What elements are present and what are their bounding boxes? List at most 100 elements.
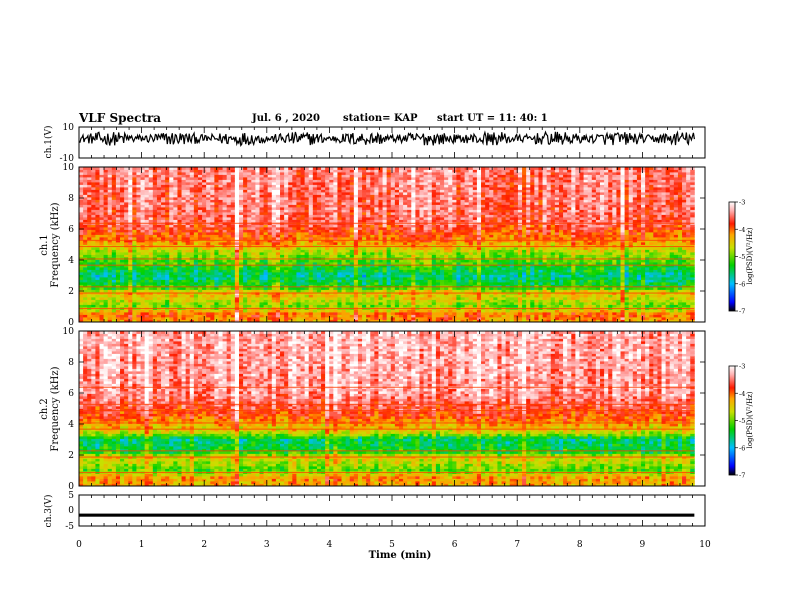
spec-cell xyxy=(251,275,256,278)
spec-cell xyxy=(145,295,150,298)
spec-cell xyxy=(268,180,273,183)
spec-cell xyxy=(132,177,137,180)
spec-cell xyxy=(79,242,84,245)
spec-cell xyxy=(104,270,109,273)
spec-cell xyxy=(165,282,170,285)
spec-cell xyxy=(83,197,88,200)
spec-cell xyxy=(177,247,182,250)
spec-cell xyxy=(235,207,240,210)
spec-cell xyxy=(309,230,314,233)
spec-cell xyxy=(128,215,133,218)
spec-cell xyxy=(120,280,125,283)
spec-cell xyxy=(399,212,404,215)
spec-cell xyxy=(329,180,334,183)
spec-cell xyxy=(260,282,265,285)
spec-cell xyxy=(346,232,351,235)
spec-cell xyxy=(350,260,355,263)
spec-cell xyxy=(112,212,117,215)
spec-cell xyxy=(223,172,228,175)
spec-cell xyxy=(321,215,326,218)
spec-cell xyxy=(292,177,297,180)
spec-cell xyxy=(395,295,400,298)
spec-cell xyxy=(141,207,146,210)
spec-cell xyxy=(399,310,404,313)
spec-cell xyxy=(223,272,228,275)
spec-cell xyxy=(87,220,92,223)
spec-cell xyxy=(329,277,334,280)
spec-cell xyxy=(296,230,301,233)
spec-cell xyxy=(391,312,396,315)
spec-cell xyxy=(337,262,342,265)
spec-cell xyxy=(276,175,281,178)
spec-cell xyxy=(153,177,158,180)
spec-cell xyxy=(305,175,310,178)
spec-cell xyxy=(206,282,211,285)
spec-cell xyxy=(218,175,223,178)
spec-cell xyxy=(358,272,363,275)
spec-cell xyxy=(202,297,207,300)
spec-cell xyxy=(231,270,236,273)
spec-cell xyxy=(145,230,150,233)
spec-cell xyxy=(272,235,277,238)
spec-cell xyxy=(374,255,379,258)
spec-cell xyxy=(383,317,388,320)
spec-cell xyxy=(260,195,265,198)
spec-cell xyxy=(395,190,400,193)
spec-cell xyxy=(358,180,363,183)
spec-cell xyxy=(124,287,129,290)
spec-cell xyxy=(153,280,158,283)
spec-cell xyxy=(399,235,404,238)
spec-cell xyxy=(165,227,170,230)
spec-cell xyxy=(239,242,244,245)
spec-cell xyxy=(165,177,170,180)
spec-cell xyxy=(87,287,92,290)
spec-cell xyxy=(325,250,330,253)
spec-cell xyxy=(301,275,306,278)
spec-cell xyxy=(173,192,178,195)
spec-cell xyxy=(362,200,367,203)
spec-cell xyxy=(260,217,265,220)
spec-cell xyxy=(165,295,170,298)
spec-cell xyxy=(173,207,178,210)
spec-cell xyxy=(305,275,310,278)
spec-cell xyxy=(153,185,158,188)
spec-cell xyxy=(214,215,219,218)
spec-cell xyxy=(165,210,170,213)
spec-cell xyxy=(292,277,297,280)
spec-cell xyxy=(378,282,383,285)
spec-cell xyxy=(169,227,174,230)
spec-cell xyxy=(370,280,375,283)
spec-cell xyxy=(284,202,289,205)
spec-cell xyxy=(210,227,215,230)
spec-cell xyxy=(243,180,248,183)
spec-cell xyxy=(370,230,375,233)
spec-cell xyxy=(284,185,289,188)
spec-cell xyxy=(100,290,105,293)
spec-cell xyxy=(210,215,215,218)
spec-cell xyxy=(321,312,326,315)
spec-cell xyxy=(87,267,92,270)
spec-cell xyxy=(104,182,109,185)
spec-cell xyxy=(346,267,351,270)
spec-cell xyxy=(186,170,191,173)
spec-cell xyxy=(186,290,191,293)
spec-cell xyxy=(190,185,195,188)
spec-cell xyxy=(296,312,301,315)
spec-cell xyxy=(383,220,388,223)
spec-cell xyxy=(104,282,109,285)
spec-cell xyxy=(288,217,293,220)
spec-cell xyxy=(309,225,314,228)
spec-cell xyxy=(276,210,281,213)
spec-cell xyxy=(342,267,347,270)
spec-cell xyxy=(173,212,178,215)
spec-cell xyxy=(350,247,355,250)
spec-cell xyxy=(169,235,174,238)
spec-cell xyxy=(91,192,96,195)
spec-cell xyxy=(264,232,269,235)
spec-cell xyxy=(100,275,105,278)
spec-cell xyxy=(333,175,338,178)
spec-cell xyxy=(354,175,359,178)
spec-cell xyxy=(223,300,228,303)
spec-cell xyxy=(116,247,121,250)
spec-cell xyxy=(342,200,347,203)
